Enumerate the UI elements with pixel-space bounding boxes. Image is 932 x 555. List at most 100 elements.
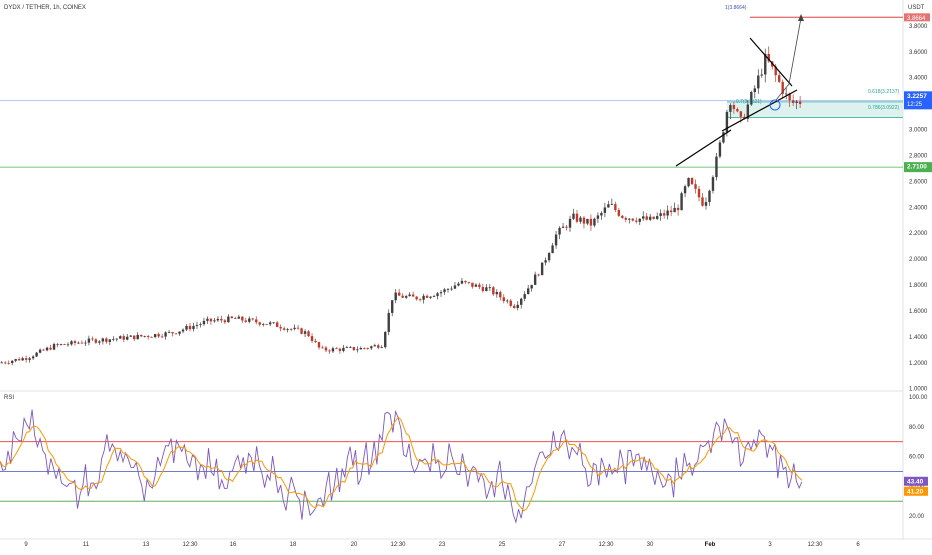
candle-body xyxy=(687,178,690,187)
candle-body xyxy=(743,116,746,119)
candle-body xyxy=(171,332,174,334)
candle-body xyxy=(345,347,349,349)
candle-body xyxy=(425,295,429,298)
candle-body xyxy=(230,316,234,319)
symbol-title: DYDX / TETHER, 1h, COINEX xyxy=(4,5,86,11)
candle-body xyxy=(638,218,641,222)
candle-body xyxy=(289,328,293,330)
candle-body xyxy=(558,227,561,235)
fib-mid-annotation: 0.7(3.1521) xyxy=(736,99,762,105)
candle-body xyxy=(42,349,45,351)
rsi-tick-label: 100.00 xyxy=(909,395,928,401)
candle-body xyxy=(185,325,188,330)
candle-body xyxy=(59,344,63,346)
candle-body xyxy=(251,318,254,320)
candle-body xyxy=(718,142,722,157)
candle-body xyxy=(725,111,729,133)
currency-label: USDT xyxy=(908,5,925,11)
candle-body xyxy=(373,345,376,347)
candle-body xyxy=(471,282,474,287)
candle-body xyxy=(568,218,572,228)
candle-body xyxy=(129,335,132,337)
candle-body xyxy=(474,284,478,287)
candle-body xyxy=(174,333,178,335)
candle-body xyxy=(697,188,701,198)
projection-path xyxy=(775,17,802,101)
candle-body xyxy=(439,292,443,294)
time-tick-label: 27 xyxy=(559,542,566,548)
candle-body xyxy=(628,218,631,220)
candle-body xyxy=(262,324,265,326)
candle-body xyxy=(460,280,464,284)
candle-body xyxy=(335,348,338,350)
candle-body xyxy=(624,217,628,220)
candle-body xyxy=(499,292,502,298)
candle-body xyxy=(485,287,488,292)
candle-body xyxy=(268,322,272,325)
candle-body xyxy=(513,305,516,308)
candle-body xyxy=(478,284,481,287)
candle-body xyxy=(63,344,66,346)
candle-body xyxy=(146,335,150,337)
candle-body xyxy=(370,346,373,349)
candle-body xyxy=(35,352,38,357)
candle-body xyxy=(520,298,523,305)
candle-body xyxy=(157,334,160,337)
candle-body xyxy=(66,344,70,346)
candle-body xyxy=(694,184,697,189)
candle-body xyxy=(788,93,791,101)
candle-body xyxy=(530,284,533,289)
candle-body xyxy=(272,322,275,324)
candle-body xyxy=(73,341,77,343)
current-price-badge: 3.2257 12:25 xyxy=(904,91,932,110)
candle-body xyxy=(310,336,314,341)
rsi-tick-label: 20.00 xyxy=(909,514,925,520)
time-tick-label: 20 xyxy=(351,542,358,548)
candle-body xyxy=(589,218,593,226)
candle-body xyxy=(199,324,202,326)
candle-body xyxy=(84,342,87,344)
candle-body xyxy=(216,318,220,321)
fib-zone xyxy=(727,101,903,118)
candle-body xyxy=(593,218,596,226)
candle-body xyxy=(7,362,10,364)
candle-body xyxy=(642,216,645,219)
target-price-badge: 3.8664 xyxy=(904,13,930,22)
candle-body xyxy=(722,132,725,143)
candle-body xyxy=(757,75,760,89)
candle-body xyxy=(94,339,98,343)
fib-zone-layer xyxy=(0,16,903,168)
candle-body xyxy=(645,216,648,220)
candle-body xyxy=(363,347,366,349)
time-tick-label: 12:30 xyxy=(807,542,823,548)
candle-body xyxy=(300,328,303,334)
candle-body xyxy=(767,53,770,62)
candle-body xyxy=(781,81,784,94)
candle-body xyxy=(178,331,181,334)
candle-body xyxy=(662,213,666,216)
price-tick-label: 1.8000 xyxy=(909,283,928,289)
time-tick-label: 9 xyxy=(24,542,28,548)
rsi-ma-value-label: 41.20 xyxy=(907,488,924,495)
candle-body xyxy=(579,217,582,222)
candle-body xyxy=(380,347,383,348)
candle-body xyxy=(492,287,495,295)
candle-body xyxy=(795,101,798,103)
candle-body xyxy=(38,349,42,353)
candle-body xyxy=(526,288,530,295)
candle-body xyxy=(324,347,328,351)
candle-body xyxy=(533,274,537,285)
candle-body xyxy=(610,204,614,205)
candle-body xyxy=(746,104,750,119)
time-tick-label: 12:30 xyxy=(598,542,614,548)
time-tick-label: 16 xyxy=(230,542,237,548)
candle-body xyxy=(126,336,129,340)
rsi-value-label: 43.40 xyxy=(907,478,924,485)
candle-body xyxy=(649,216,652,220)
candle-body xyxy=(14,359,17,361)
candle-body xyxy=(711,177,715,191)
candle-body xyxy=(418,299,422,301)
candle-body xyxy=(457,283,460,286)
